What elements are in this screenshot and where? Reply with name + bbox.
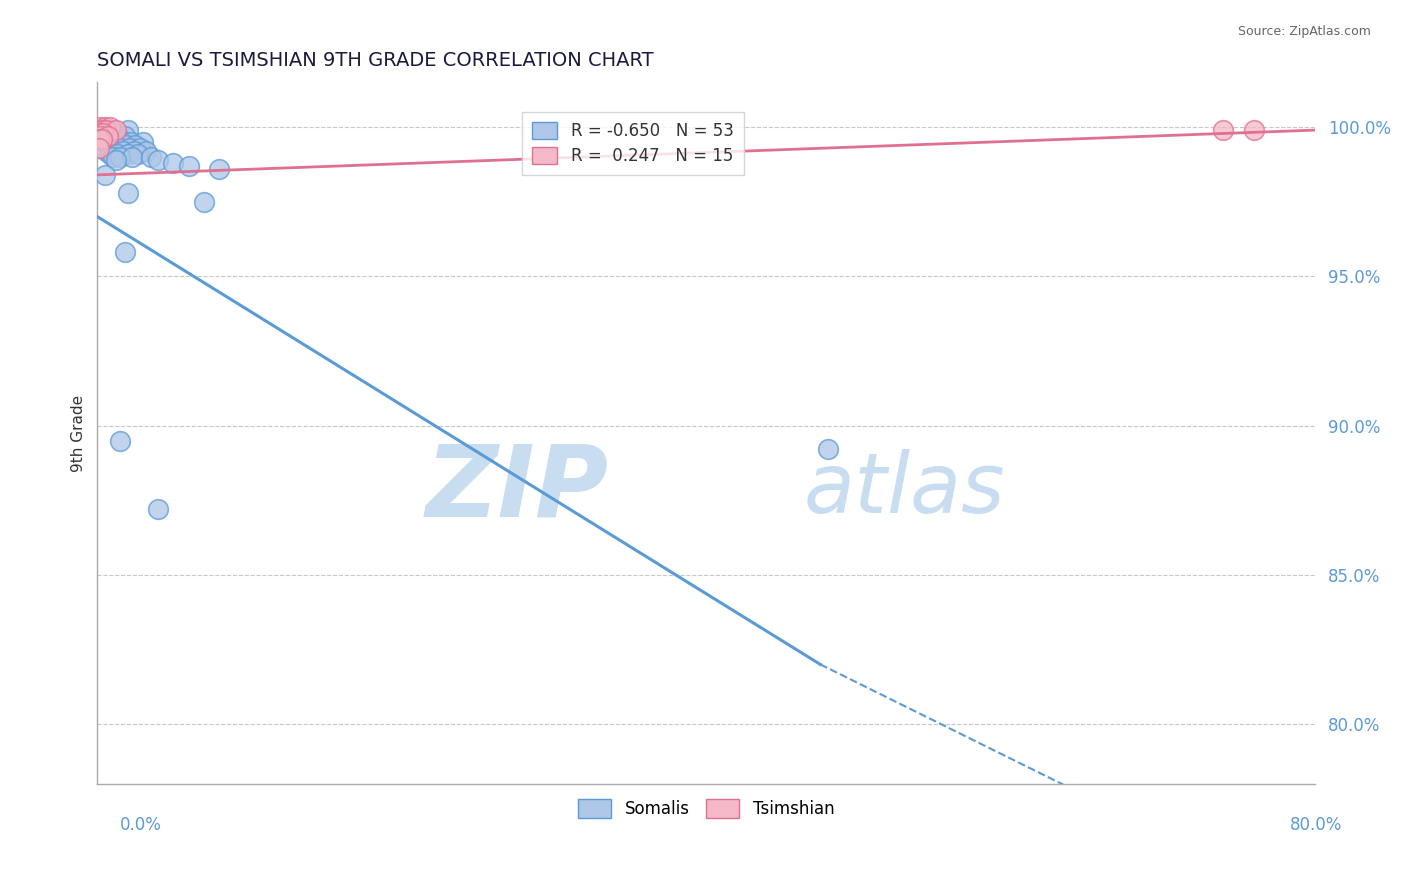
Point: [93, 126, 115, 140]
Point: [93, 141, 115, 155]
Point: [108, 150, 131, 164]
Point: [104, 123, 127, 137]
Point: [97, 123, 120, 137]
Point: [132, 135, 155, 149]
Point: [87, 132, 110, 146]
Point: [108, 132, 131, 146]
Point: [177, 159, 200, 173]
Point: [97, 138, 120, 153]
Point: [127, 147, 149, 161]
Point: [139, 150, 162, 164]
Text: 80.0%: 80.0%: [1291, 816, 1343, 834]
Y-axis label: 9th Grade: 9th Grade: [72, 394, 86, 472]
Point: [100, 141, 122, 155]
Point: [90, 132, 112, 146]
Point: [87, 126, 110, 140]
Point: [96, 123, 118, 137]
Point: [105, 129, 128, 144]
Point: [90, 123, 112, 137]
Point: [90, 123, 112, 137]
Legend: Somalis, Tsimshian: Somalis, Tsimshian: [571, 792, 841, 824]
Point: [101, 135, 124, 149]
Point: [94, 120, 117, 135]
Point: [87, 123, 110, 137]
Point: [117, 147, 139, 161]
Point: [103, 144, 125, 158]
Point: [193, 194, 215, 209]
Point: [96, 144, 118, 158]
Point: [135, 144, 157, 158]
Point: [94, 168, 117, 182]
Point: [89, 120, 111, 135]
Point: [98, 147, 121, 161]
Point: [111, 135, 134, 149]
Point: [104, 153, 127, 167]
Point: [98, 120, 121, 135]
Point: [97, 129, 120, 144]
Point: [93, 126, 115, 140]
Point: [112, 144, 135, 158]
Point: [104, 138, 127, 153]
Point: [96, 129, 118, 144]
Point: [98, 132, 121, 146]
Point: [120, 135, 142, 149]
Point: [115, 138, 138, 153]
Point: [114, 245, 136, 260]
Point: [121, 150, 143, 164]
Point: [90, 132, 112, 146]
Point: [89, 129, 111, 144]
Point: [162, 156, 184, 170]
Text: 0.0%: 0.0%: [120, 816, 162, 834]
Point: [1212, 123, 1234, 137]
Point: [107, 141, 129, 155]
Point: [117, 123, 139, 137]
Point: [108, 434, 131, 448]
Point: [89, 126, 111, 140]
Point: [100, 123, 122, 137]
Point: [94, 135, 117, 149]
Text: ZIP: ZIP: [426, 441, 609, 538]
Text: Source: ZipAtlas.com: Source: ZipAtlas.com: [1237, 25, 1371, 38]
Point: [1243, 123, 1265, 137]
Point: [117, 186, 139, 200]
Point: [101, 150, 124, 164]
Point: [129, 141, 152, 155]
Point: [817, 442, 839, 457]
Point: [124, 138, 146, 153]
Point: [103, 126, 125, 140]
Point: [118, 141, 141, 155]
Text: SOMALI VS TSIMSHIAN 9TH GRADE CORRELATION CHART: SOMALI VS TSIMSHIAN 9TH GRADE CORRELATIO…: [97, 51, 654, 70]
Text: atlas: atlas: [803, 449, 1005, 530]
Point: [148, 502, 170, 516]
Point: [114, 129, 136, 144]
Point: [87, 141, 110, 155]
Point: [122, 144, 145, 158]
Point: [148, 153, 170, 167]
Point: [208, 161, 231, 176]
Point: [105, 147, 128, 161]
